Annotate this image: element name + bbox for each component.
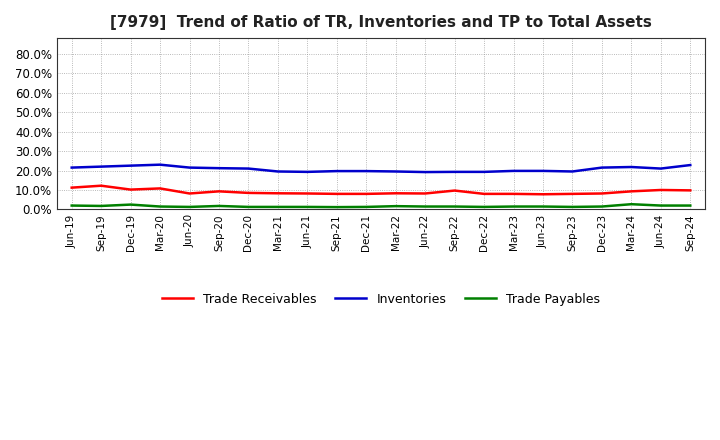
Trade Receivables [185, 191, 194, 196]
Trade Receivables [126, 187, 135, 192]
Trade Receivables [509, 191, 518, 197]
Trade Payables [450, 204, 459, 209]
Inventories [185, 165, 194, 170]
Trade Payables [686, 203, 695, 208]
Trade Receivables [392, 191, 400, 196]
Trade Receivables [333, 191, 341, 197]
Trade Receivables [244, 190, 253, 195]
Trade Receivables [568, 191, 577, 197]
Trade Payables [421, 204, 430, 209]
Line: Trade Payables: Trade Payables [72, 204, 690, 207]
Trade Receivables [303, 191, 312, 196]
Inventories [303, 169, 312, 175]
Inventories [362, 169, 371, 174]
Inventories [509, 168, 518, 173]
Trade Payables [156, 204, 164, 209]
Trade Payables [274, 204, 282, 209]
Trade Receivables [68, 185, 76, 190]
Inventories [333, 169, 341, 174]
Inventories [480, 169, 488, 175]
Trade Payables [244, 204, 253, 209]
Legend: Trade Receivables, Inventories, Trade Payables: Trade Receivables, Inventories, Trade Pa… [157, 288, 606, 311]
Trade Payables [97, 203, 106, 209]
Inventories [450, 169, 459, 175]
Line: Inventories: Inventories [72, 165, 690, 172]
Trade Payables [215, 203, 223, 209]
Inventories [539, 168, 547, 173]
Title: [7979]  Trend of Ratio of TR, Inventories and TP to Total Assets: [7979] Trend of Ratio of TR, Inventories… [110, 15, 652, 30]
Inventories [657, 166, 665, 171]
Trade Payables [333, 205, 341, 210]
Trade Payables [68, 203, 76, 208]
Trade Payables [362, 204, 371, 209]
Trade Payables [539, 204, 547, 209]
Trade Payables [657, 203, 665, 208]
Trade Receivables [156, 186, 164, 191]
Trade Payables [185, 204, 194, 209]
Trade Receivables [362, 191, 371, 197]
Inventories [568, 169, 577, 174]
Inventories [68, 165, 76, 170]
Trade Receivables [686, 188, 695, 193]
Trade Receivables [450, 188, 459, 193]
Trade Receivables [627, 189, 636, 194]
Trade Receivables [480, 191, 488, 197]
Inventories [244, 166, 253, 171]
Trade Receivables [274, 191, 282, 196]
Inventories [686, 162, 695, 168]
Trade Payables [480, 204, 488, 209]
Trade Payables [627, 202, 636, 207]
Line: Trade Receivables: Trade Receivables [72, 186, 690, 194]
Inventories [97, 164, 106, 169]
Trade Receivables [539, 192, 547, 197]
Trade Receivables [657, 187, 665, 193]
Inventories [392, 169, 400, 174]
Inventories [598, 165, 606, 170]
Trade Payables [126, 202, 135, 207]
Inventories [274, 169, 282, 174]
Trade Receivables [97, 183, 106, 188]
Trade Payables [568, 204, 577, 209]
Trade Receivables [421, 191, 430, 196]
Trade Payables [598, 204, 606, 209]
Trade Receivables [598, 191, 606, 196]
Inventories [627, 165, 636, 170]
Inventories [156, 162, 164, 167]
Inventories [421, 169, 430, 175]
Inventories [215, 165, 223, 171]
Trade Payables [392, 204, 400, 209]
Trade Payables [303, 204, 312, 209]
Trade Payables [509, 204, 518, 209]
Trade Receivables [215, 189, 223, 194]
Inventories [126, 163, 135, 168]
